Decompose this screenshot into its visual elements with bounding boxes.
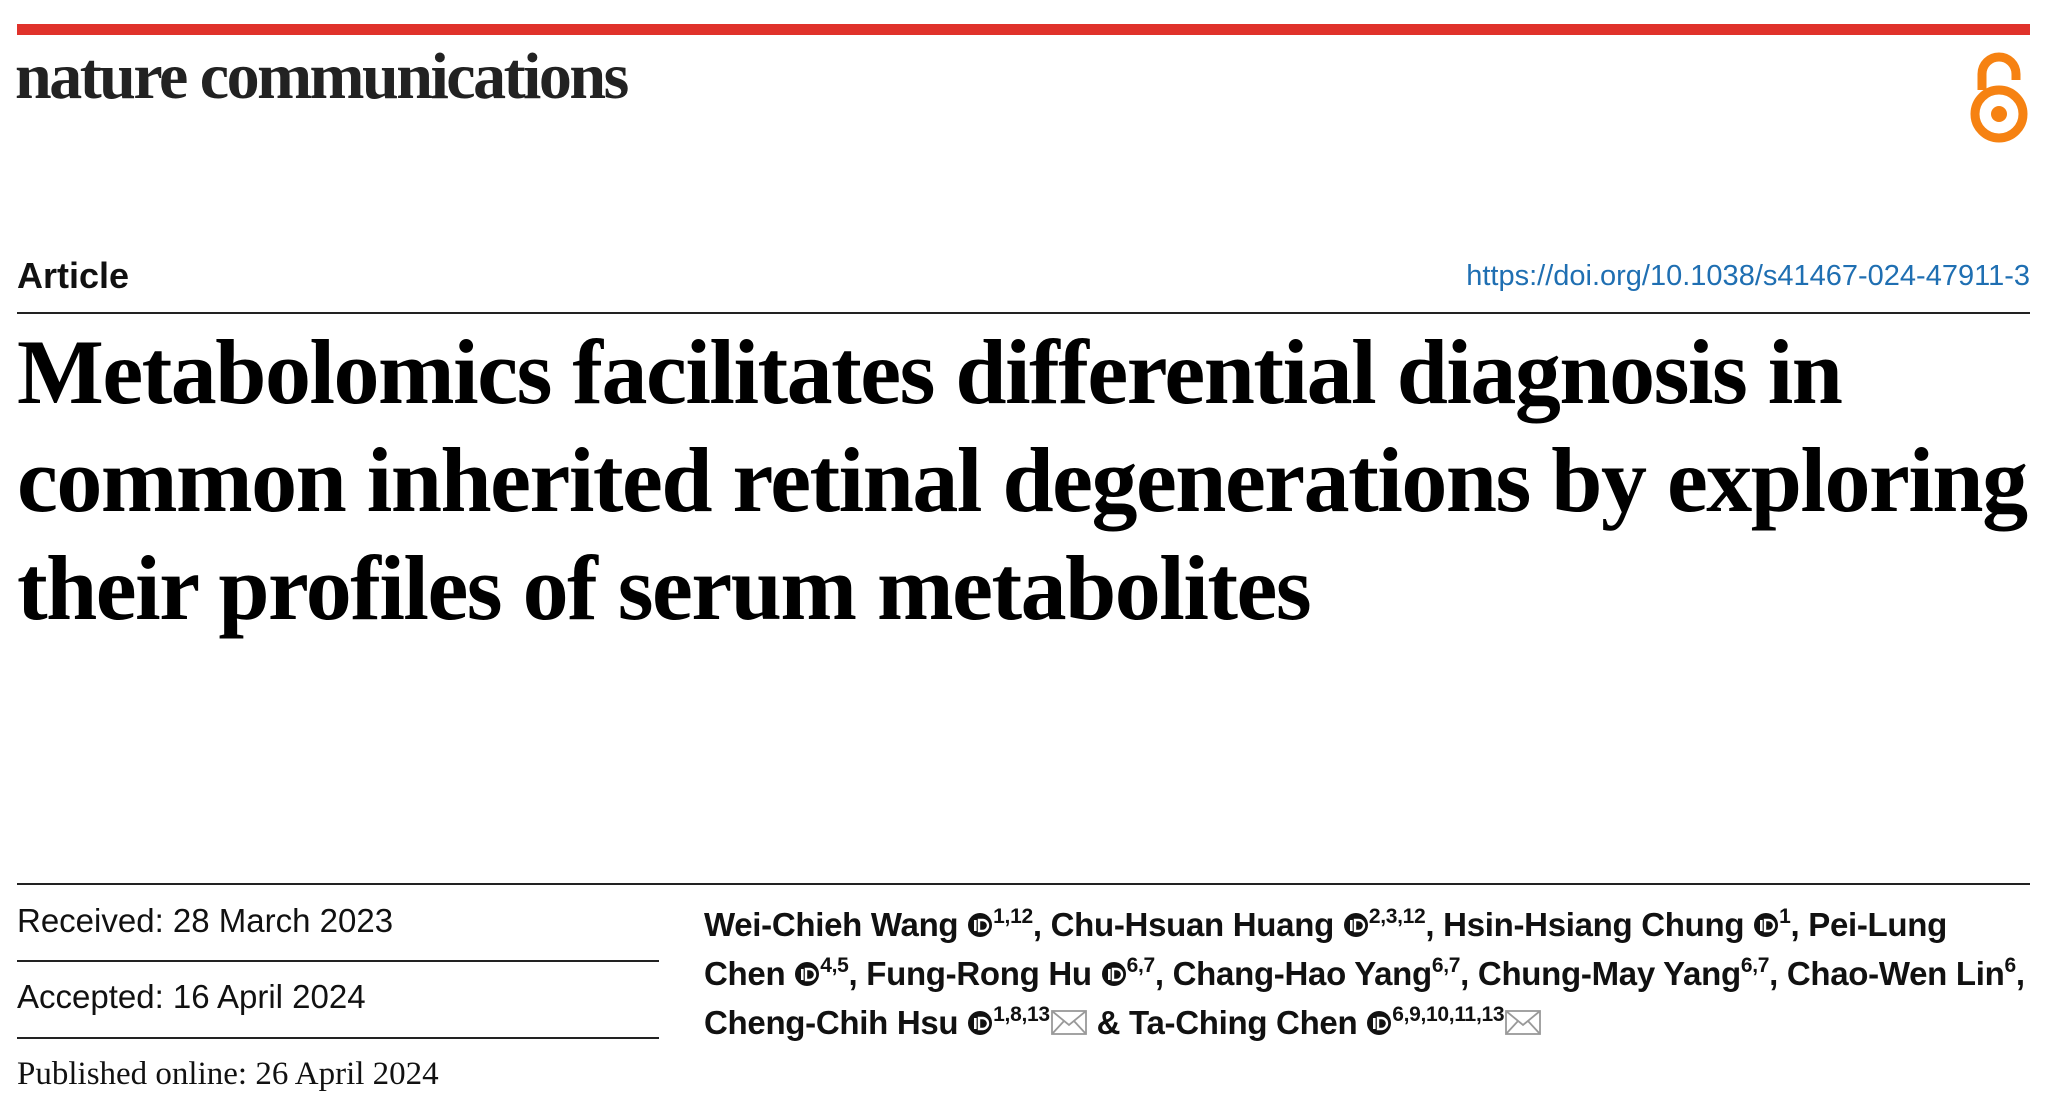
author-name[interactable]: Hsin-Hsiang Chung	[1443, 906, 1745, 943]
separator: ,	[2015, 955, 2025, 992]
affiliation: 1,8,13	[993, 1003, 1050, 1026]
email-icon[interactable]	[1504, 1004, 1542, 1041]
orcid-icon[interactable]	[1101, 955, 1127, 992]
author: Wei-Chieh Wang 1,12,	[704, 906, 1042, 943]
accepted-date: Accepted: 16 April 2024	[17, 978, 366, 1015]
author-name[interactable]: Cheng-Chih Hsu	[704, 1004, 959, 1041]
affiliation: 6,7	[1740, 954, 1770, 977]
author-name[interactable]: Fung-Rong Hu	[866, 955, 1092, 992]
orcid-icon[interactable]	[967, 1004, 993, 1041]
article-type: Article	[17, 255, 130, 296]
author-name[interactable]: Chu-Hsuan Huang	[1050, 906, 1335, 943]
author-name[interactable]: Pei-Lung Chen	[704, 906, 1947, 992]
rule	[17, 312, 2030, 314]
affiliation: 2,3,12	[1368, 905, 1426, 928]
author: Chang-Hao Yang6,7,	[1172, 954, 1470, 992]
separator: ,	[1769, 955, 1778, 992]
author: Chung-May Yang6,7,	[1478, 955, 1778, 992]
affiliation: 1	[1779, 905, 1791, 928]
author-list: Wei-Chieh Wang 1,12, Chu-Hsuan Huang 2,3…	[704, 900, 2034, 1047]
affiliation: 6,7	[1431, 954, 1461, 977]
rule	[17, 960, 659, 962]
orcid-icon[interactable]	[1366, 1004, 1392, 1041]
received-date: Received: 28 March 2023	[17, 902, 394, 939]
separator: ,	[1154, 955, 1164, 992]
separator: ,	[1460, 955, 1470, 992]
author-name[interactable]: Chao-Wen Lin	[1786, 955, 2005, 992]
author-name[interactable]: Ta-Ching Chen	[1129, 1004, 1358, 1041]
email-icon[interactable]	[1050, 1004, 1088, 1041]
affiliation: 6,9,10,11,13	[1392, 1003, 1505, 1026]
separator: ,	[1425, 906, 1435, 943]
author: Pei-Lung Chen 4,5,	[704, 906, 1947, 992]
affiliation: 1,12	[993, 905, 1033, 928]
orcid-icon[interactable]	[967, 906, 993, 943]
orcid-icon[interactable]	[1343, 906, 1369, 943]
rule	[17, 883, 2030, 885]
author-name[interactable]: Wei-Chieh Wang	[704, 906, 959, 943]
published-date: Published online: 26 April 2024	[17, 1056, 439, 1092]
author-name[interactable]: Chung-May Yang	[1477, 955, 1741, 992]
affiliation: 6,7	[1126, 954, 1156, 977]
doi-link[interactable]: https://doi.org/10.1038/s41467-024-47911…	[1466, 260, 2030, 292]
author-name[interactable]: Chang-Hao Yang	[1172, 955, 1433, 992]
author: Chao-Wen Lin6,	[1787, 955, 2025, 992]
article-title: Metabolomics facilitates differential di…	[17, 321, 2028, 639]
affiliation: 4,5	[820, 954, 849, 977]
separator: ,	[1032, 906, 1042, 943]
separator: ,	[1790, 906, 1800, 943]
conjunction: &	[1096, 1004, 1121, 1041]
author: Cheng-Chih Hsu 1,8,13	[704, 1004, 1088, 1041]
author: Fung-Rong Hu 6,7,	[866, 955, 1164, 992]
author: Chu-Hsuan Huang 2,3,12,	[1051, 906, 1435, 943]
author: Hsin-Hsiang Chung 1,	[1443, 906, 1799, 943]
orcid-icon[interactable]	[1753, 906, 1779, 943]
top-bar	[17, 24, 2030, 35]
separator: ,	[848, 955, 858, 992]
open-access-icon	[1970, 52, 2028, 143]
rule	[17, 1037, 659, 1039]
affiliation: 6	[2004, 954, 2016, 977]
journal-name: nature communications	[15, 40, 629, 113]
orcid-icon[interactable]	[794, 955, 820, 992]
author: Ta-Ching Chen 6,9,10,11,13	[1129, 1004, 1542, 1041]
